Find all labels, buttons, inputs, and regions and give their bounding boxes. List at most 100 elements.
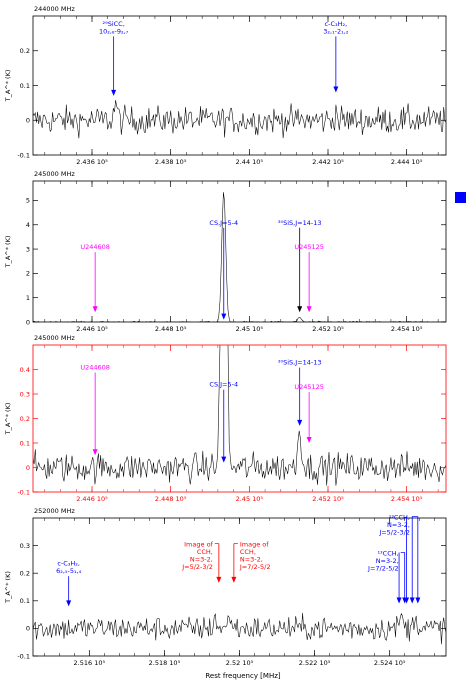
annotation-arrowhead: [216, 576, 222, 583]
annotation-arrowhead: [297, 306, 303, 313]
line-annotation: U245125: [294, 383, 324, 443]
y-tick-label: 0.3: [20, 542, 30, 550]
panels-group: 244000 MHz-0.100.10.2T_A^* (K)2.436 10⁵ 2…: [4, 5, 447, 667]
blue-marker: [455, 192, 466, 203]
annotation-label: U244608: [80, 364, 110, 372]
line-annotation: c-C₃H₂,6₂,₅-5₁,₄: [56, 560, 82, 607]
x-tick-label: 2.454 10⁵: [391, 325, 423, 333]
line-annotation: ³⁰SiS,J=14-13: [278, 219, 321, 313]
annotation-arrowhead: [306, 306, 312, 313]
annotation-label: c-C₃H₂,: [57, 560, 80, 568]
annotation-arrowhead: [92, 449, 98, 456]
annotation-arrowhead: [221, 313, 227, 320]
spectrum-line: [33, 345, 446, 486]
y-tick-label: 0.2: [20, 570, 30, 578]
y-tick-label: 5: [26, 197, 30, 205]
panel-frequency-label: 252000 MHz: [34, 507, 75, 515]
y-tick-label: 0: [26, 625, 30, 633]
annotation-arrowhead: [297, 419, 303, 426]
annotation-label: CCH,: [240, 548, 256, 556]
x-tick-label: 2.446 10⁵: [76, 325, 108, 333]
x-tick-label: 2.45 10⁵: [236, 495, 264, 503]
annotation-label: U244608: [80, 243, 110, 251]
x-tick-label: 2.448 10⁵: [155, 325, 187, 333]
annotation-label: CS,J=5-4: [209, 381, 238, 389]
annotation-label: ²⁹SiCC,: [102, 20, 124, 28]
annotation-label: 10₂,₈-9₂,₇: [99, 27, 129, 35]
y-tick-label: 1: [26, 294, 30, 302]
plot-frame: [32, 180, 447, 323]
y-tick-label: 4: [26, 221, 30, 229]
panel-frequency-label: 245000 MHz: [34, 170, 75, 178]
y-tick-label: -0.1: [17, 652, 30, 660]
annotation-label: J=7/2-5/2: [239, 563, 271, 571]
x-tick-label: 2.45 10⁵: [236, 325, 264, 333]
annotation-label: U245125: [294, 383, 324, 391]
spectrum-line: [33, 100, 446, 139]
annotation-arrowhead: [409, 597, 415, 604]
x-tick-label: 2.436 10⁵: [76, 158, 108, 166]
annotation-label: Image of: [240, 541, 269, 549]
line-annotation: CS,J=5-4: [209, 219, 238, 320]
annotation-arrowhead: [111, 89, 117, 96]
y-axis-label: T_A^* (K): [4, 236, 12, 269]
y-tick-label: 0.2: [20, 47, 30, 55]
line-annotation: U244608: [80, 243, 110, 313]
x-tick-label: 2.442 10⁵: [312, 158, 344, 166]
line-annotation: ²⁹SiCC,10₂,₈-9₂,₇: [99, 20, 129, 96]
annotation-label: Image of: [184, 541, 213, 549]
annotation-label: 6₂,₅-5₁,₄: [56, 567, 82, 575]
annotation-label: J=5/2-3/2: [378, 529, 410, 537]
x-tick-label: 2.448 10⁵: [155, 495, 187, 503]
annotation-arrowhead: [306, 437, 312, 443]
annotation-label: 3₂,₁-2₁,₂: [323, 27, 349, 35]
x-tick-label: 2.438 10⁵: [155, 158, 187, 166]
x-tick-label: 2.452 10⁵: [312, 495, 344, 503]
annotation-label: U245125: [294, 243, 324, 251]
y-tick-label: 0.1: [20, 82, 30, 90]
annotation-label: c-C₃H₂,: [325, 20, 348, 28]
y-tick-label: 0.1: [20, 597, 30, 605]
x-tick-label: 2.518 10⁵: [149, 659, 181, 667]
x-tick-label: 2.524 10⁵: [374, 659, 406, 667]
spectrum-panel-2: 245000 MHz 0 1 2 3 4 5 T_A^* (K) 2.446 10⁵ 2.448 …: [4, 170, 447, 333]
x-tick-label: 2.52 10⁵: [226, 659, 254, 667]
line-annotation: CS,J=5-4: [209, 381, 238, 463]
y-tick-label: 0: [26, 464, 30, 472]
y-tick-label: -0.1: [17, 151, 30, 159]
annotation-arrowhead: [221, 456, 227, 463]
y-tick-label: 0.3: [20, 390, 30, 398]
annotation-arrowhead: [66, 600, 72, 607]
y-tick-label: 0: [26, 318, 30, 326]
annotation-arrowhead: [415, 597, 421, 604]
spectrum-panel-3: 245000 MHz -0.1 0 0.1 0.2 0.3 0.4 T_A^* (K) 2.44…: [4, 334, 447, 503]
x-tick-label: 2.452 10⁵: [312, 325, 344, 333]
annotation-label: ¹³CCH,: [377, 549, 398, 557]
spectrum-panel-4: 252000 MHz -0.1 0 0.1 0.2 0.3 T_A^* (K) 2.516 1…: [4, 507, 447, 667]
annotation-label: N=3-2,: [387, 521, 410, 529]
y-tick-label: 0.1: [20, 439, 30, 447]
y-tick-label: 0: [26, 117, 30, 125]
y-axis-label: T_A^* (K): [4, 571, 12, 604]
annotation-label: J=5/2-3/2: [181, 563, 213, 571]
x-tick-label: 2.522 10⁵: [299, 659, 331, 667]
x-tick-label: 2.516 10⁵: [74, 659, 106, 667]
y-axis-label: T_A^* (K): [4, 70, 12, 103]
spectrum-line: [33, 612, 446, 645]
line-annotation: ³⁰SiS,J=14-13: [278, 359, 321, 426]
annotation-label: N=3-2,: [240, 556, 263, 564]
annotation-label: N=3-2,: [190, 556, 213, 564]
line-annotation: ¹³CCH,N=3-2,J=7/2-5/2: [367, 549, 408, 604]
annotation-arrowhead: [231, 576, 237, 583]
y-tick-label: 0.4: [20, 366, 30, 374]
x-tick-label: 2.44 10⁵: [236, 158, 264, 166]
annotation-arrowhead: [92, 306, 98, 313]
annotation-arrowhead: [396, 597, 402, 604]
y-axis-label: T_A^* (K): [4, 403, 12, 436]
annotation-arrowhead: [333, 86, 339, 93]
x-tick-label: 2.446 10⁵: [76, 495, 108, 503]
x-tick-label: 2.454 10⁵: [391, 495, 423, 503]
